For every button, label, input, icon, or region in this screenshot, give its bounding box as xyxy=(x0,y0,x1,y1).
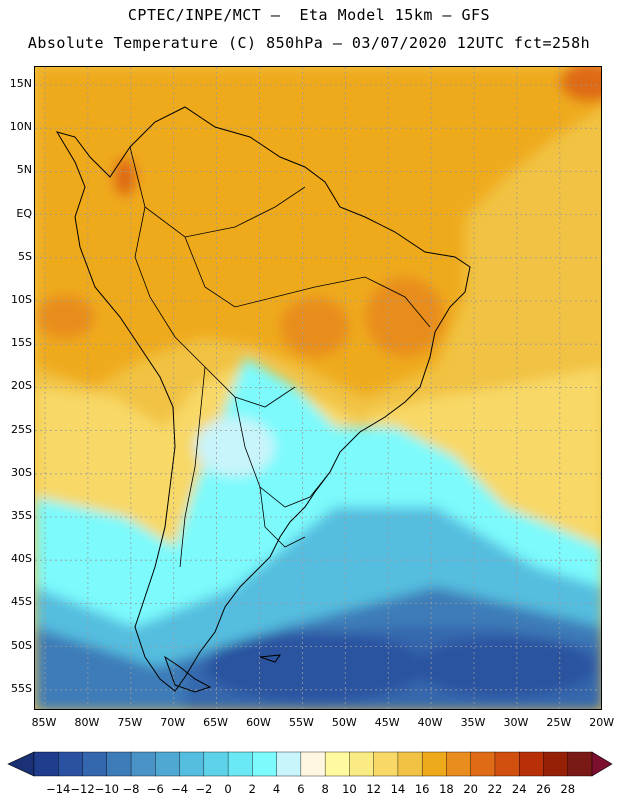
longitude-label: 25W xyxy=(546,716,572,729)
longitude-label: 60W xyxy=(246,716,271,729)
colorbar-tick-label: 10 xyxy=(342,782,357,796)
colorbar-swatch xyxy=(227,751,253,777)
colorbar-swatch xyxy=(494,751,520,777)
colorbar-swatch xyxy=(373,751,399,777)
latitude-label: EQ xyxy=(16,206,32,220)
colorbar-swatch xyxy=(446,751,472,777)
longitude-label: 20W xyxy=(589,716,615,729)
colorbar-tick-label: 24 xyxy=(511,782,527,796)
colorbar-tick-label: −12 xyxy=(70,782,95,796)
latitude-label: 45S xyxy=(11,595,32,609)
colorbar-tick-label: −10 xyxy=(94,782,119,796)
colorbar-tick-label: −4 xyxy=(171,782,189,796)
colorbar-swatch xyxy=(130,751,156,777)
colorbar-swatch xyxy=(324,751,350,777)
title-line-2: Absolute Temperature (C) 850hPa – 03/07/… xyxy=(27,34,591,52)
colorbar-tick-label: 26 xyxy=(536,782,551,796)
colorbar-swatch xyxy=(252,751,278,777)
colorbar-tick-label: 28 xyxy=(560,782,576,796)
colorbar-under-triangle xyxy=(7,751,35,777)
colorbar-tick-label: 20 xyxy=(463,782,478,796)
colorbar-tick-label: 2 xyxy=(248,782,256,796)
colorbar-swatch xyxy=(470,751,496,777)
latitude-label: 25S xyxy=(11,422,32,436)
colorbar-swatch xyxy=(33,751,59,777)
longitude-label: 65W xyxy=(203,716,229,729)
longitude-label: 55W xyxy=(288,716,314,729)
latitude-label: 30S xyxy=(11,465,32,479)
colorbar-swatch xyxy=(203,751,229,777)
latitude-label: 15S xyxy=(11,336,32,350)
colorbar-over-triangle xyxy=(591,751,613,777)
title-line-1: CPTEC/INPE/MCT – Eta Model 15km – GFS xyxy=(127,6,491,24)
longitude-label: 40W xyxy=(417,716,443,729)
longitude-label: 30W xyxy=(503,716,529,729)
colorbar-tick-label: 16 xyxy=(414,782,430,796)
latitude-label: 50S xyxy=(11,638,32,652)
colorbar-icon xyxy=(7,751,613,777)
latitude-label: 10N xyxy=(9,120,32,134)
colorbar-swatch xyxy=(349,751,375,777)
graticule xyxy=(35,67,601,709)
latitude-label: 10S xyxy=(11,293,32,306)
colorbar-tick-label: 4 xyxy=(272,782,281,796)
map-panel xyxy=(34,66,602,710)
colorbar-tick-label: −2 xyxy=(195,782,213,796)
longitude-label: 35W xyxy=(460,716,486,729)
colorbar-tick-label: 12 xyxy=(366,782,381,796)
colorbar-swatch xyxy=(300,751,326,777)
longitude-label: 85W xyxy=(31,716,57,729)
colorbar-swatch xyxy=(421,751,447,777)
latitude-label: 15N xyxy=(9,77,32,90)
colorbar-tick-label: 0 xyxy=(224,782,232,796)
latitude-label: 35S xyxy=(11,509,32,522)
map-icon xyxy=(35,67,601,709)
longitude-label: 50W xyxy=(331,716,357,729)
colorbar-swatch xyxy=(567,751,593,777)
colorbar-swatch xyxy=(58,751,84,777)
latitude-label: 5S xyxy=(18,249,32,263)
colorbar-swatch xyxy=(179,751,205,777)
latitude-label: 20S xyxy=(11,379,32,393)
colorbar-swatch xyxy=(397,751,423,777)
colorbar-swatch xyxy=(82,751,108,777)
colorbar-tick-label: −6 xyxy=(146,782,164,796)
latitude-label: 55S xyxy=(11,681,32,695)
colorbar-tick-label: 22 xyxy=(487,782,503,796)
temperature-field xyxy=(35,67,601,709)
colorbar-swatch xyxy=(519,751,544,777)
longitude-label: 75W xyxy=(117,716,143,729)
colorbar-tick-label: 6 xyxy=(297,782,305,796)
latitude-label: 5N xyxy=(16,163,32,177)
colorbar-tick-label: 14 xyxy=(390,782,406,796)
borders xyxy=(129,146,431,568)
colorbar-swatch xyxy=(276,751,302,777)
colorbar-tick-label: −8 xyxy=(122,782,140,796)
colorbar-swatch xyxy=(543,751,569,777)
longitude-label: 80W xyxy=(74,716,100,729)
coastline xyxy=(55,106,471,693)
colorbar-tick-label: −14 xyxy=(46,782,71,796)
latitude-label: 40S xyxy=(11,552,32,566)
colorbar-swatch xyxy=(155,751,181,777)
colorbar-tick-label: 8 xyxy=(321,782,329,796)
colorbar-swatch xyxy=(106,751,132,777)
colorbar-tick-label: 18 xyxy=(439,782,454,796)
longitude-label: 70W xyxy=(160,716,186,729)
longitude-label: 45W xyxy=(374,716,400,729)
